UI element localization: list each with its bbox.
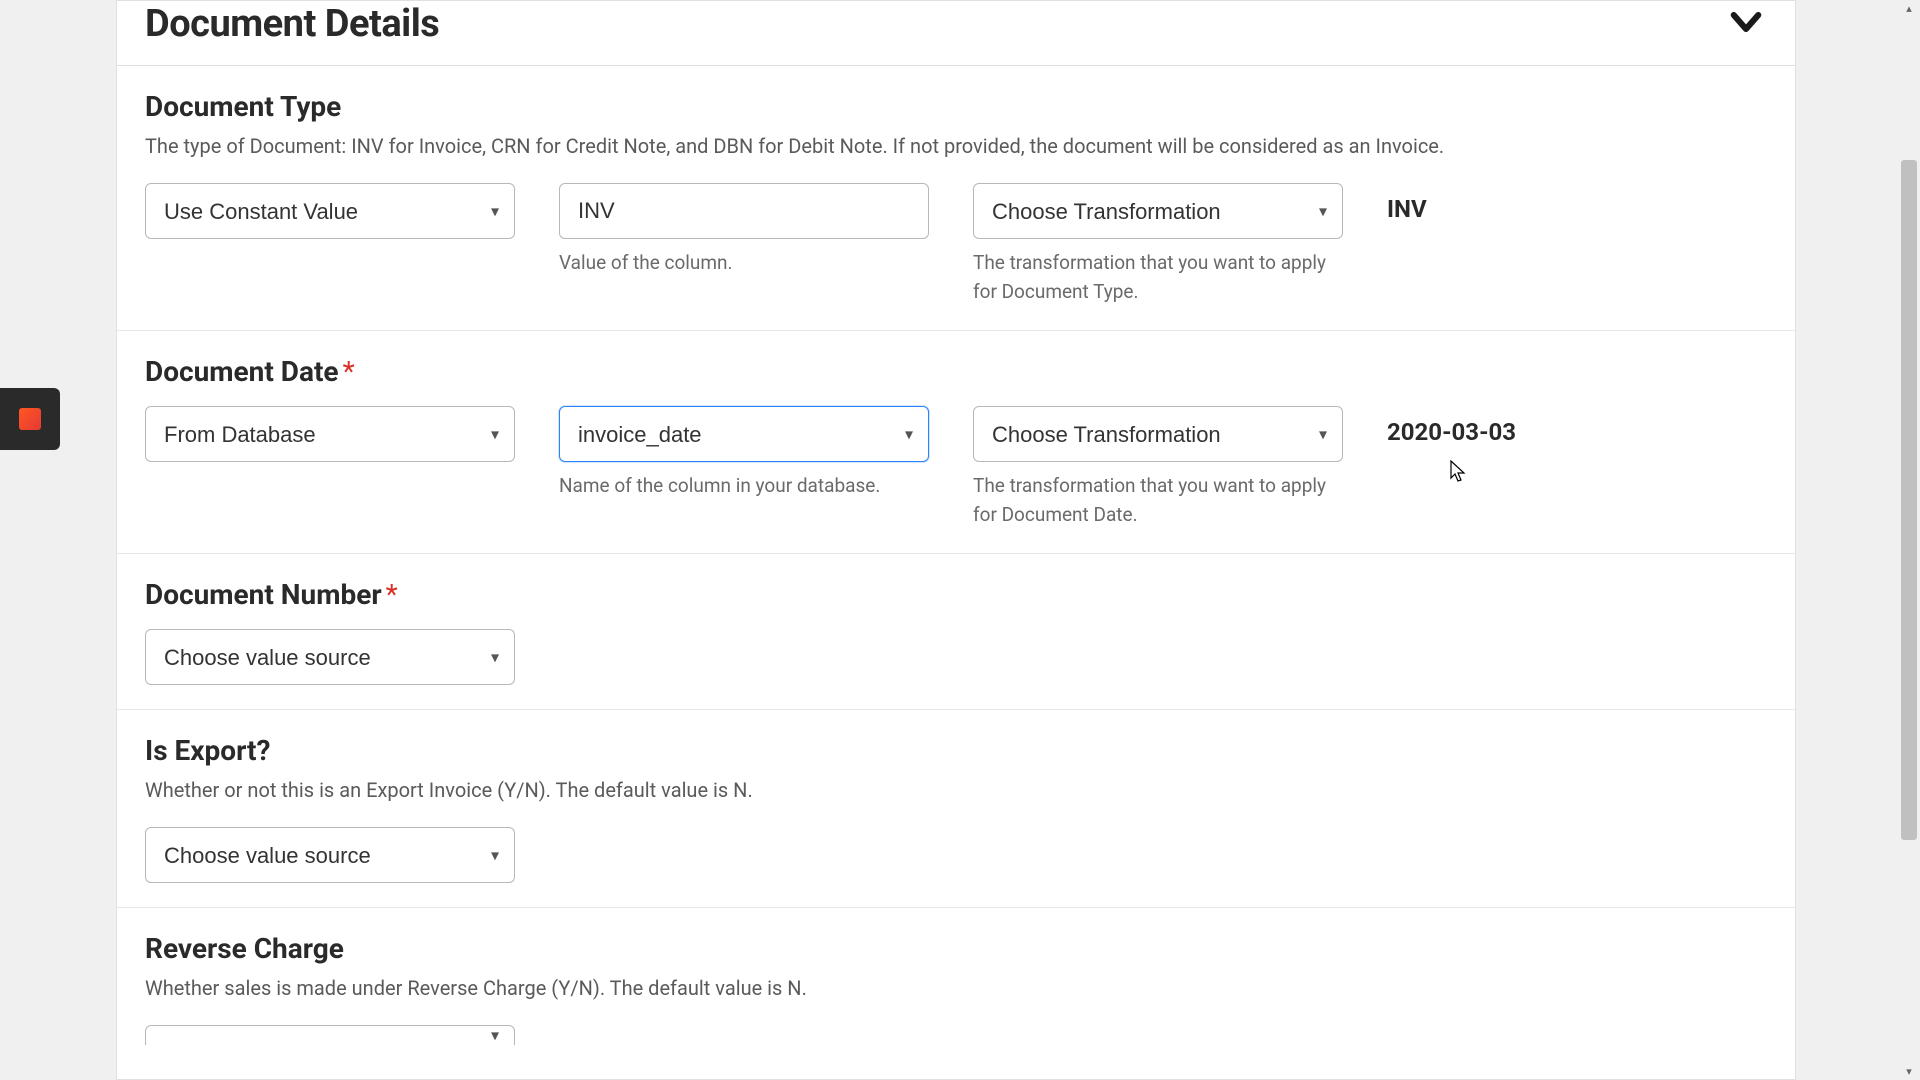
document-date-column-select[interactable]: invoice_date (559, 406, 929, 462)
document-number-source-select[interactable]: Choose value source (145, 629, 515, 685)
field-title-document-number: Document Number* (145, 578, 1767, 611)
field-document-date: Document Date* From Database invoice_dat… (117, 331, 1795, 554)
required-star-icon: * (343, 355, 355, 388)
document-type-preview: INV (1387, 183, 1427, 223)
scrollbar-up-icon[interactable]: ▴ (1906, 2, 1912, 15)
document-date-preview: 2020-03-03 (1387, 406, 1516, 446)
collapse-toggle[interactable] (1725, 1, 1767, 47)
field-is-export: Is Export? Whether or not this is an Exp… (117, 710, 1795, 908)
field-description-is-export: Whether or not this is an Export Invoice… (145, 775, 1767, 805)
document-type-value-help: Value of the column. (559, 249, 929, 278)
is-export-source-select[interactable]: Choose value source (145, 827, 515, 883)
scrollbar[interactable]: ▴ ▾ (1898, 0, 1920, 1080)
field-description-document-type: The type of Document: INV for Invoice, C… (145, 131, 1767, 161)
scrollbar-down-icon[interactable]: ▾ (1906, 1065, 1912, 1078)
chevron-down-icon (1725, 1, 1767, 43)
field-title-reverse-charge: Reverse Charge (145, 932, 1767, 965)
scrollbar-thumb[interactable] (1901, 160, 1917, 840)
document-type-transform-select[interactable]: Choose Transformation (973, 183, 1343, 239)
document-type-value-input[interactable] (559, 183, 929, 239)
required-star-icon: * (386, 578, 398, 611)
field-title-is-export: Is Export? (145, 734, 1767, 767)
field-reverse-charge: Reverse Charge Whether sales is made und… (117, 908, 1795, 1069)
section-title: Document Details (145, 2, 439, 46)
document-type-source-select[interactable]: Use Constant Value (145, 183, 515, 239)
side-tab-icon (19, 408, 41, 430)
document-date-column-help: Name of the column in your database. (559, 472, 929, 501)
document-date-transform-select[interactable]: Choose Transformation (973, 406, 1343, 462)
document-type-transform-help: The transformation that you want to appl… (973, 249, 1343, 306)
field-document-number: Document Number* Choose value source (117, 554, 1795, 710)
field-title-document-date: Document Date* (145, 355, 1767, 388)
field-document-type: Document Type The type of Document: INV … (117, 66, 1795, 331)
document-details-panel: Document Details Document Type The type … (116, 0, 1796, 1080)
reverse-charge-source-select[interactable] (145, 1025, 515, 1045)
section-header: Document Details (117, 1, 1795, 66)
document-date-transform-help: The transformation that you want to appl… (973, 472, 1343, 529)
field-description-reverse-charge: Whether sales is made under Reverse Char… (145, 973, 1767, 1003)
document-date-source-select[interactable]: From Database (145, 406, 515, 462)
side-tab[interactable] (0, 388, 60, 450)
field-title-document-number-text: Document Number (145, 578, 382, 611)
field-title-document-type: Document Type (145, 90, 1767, 123)
field-title-document-date-text: Document Date (145, 355, 339, 388)
